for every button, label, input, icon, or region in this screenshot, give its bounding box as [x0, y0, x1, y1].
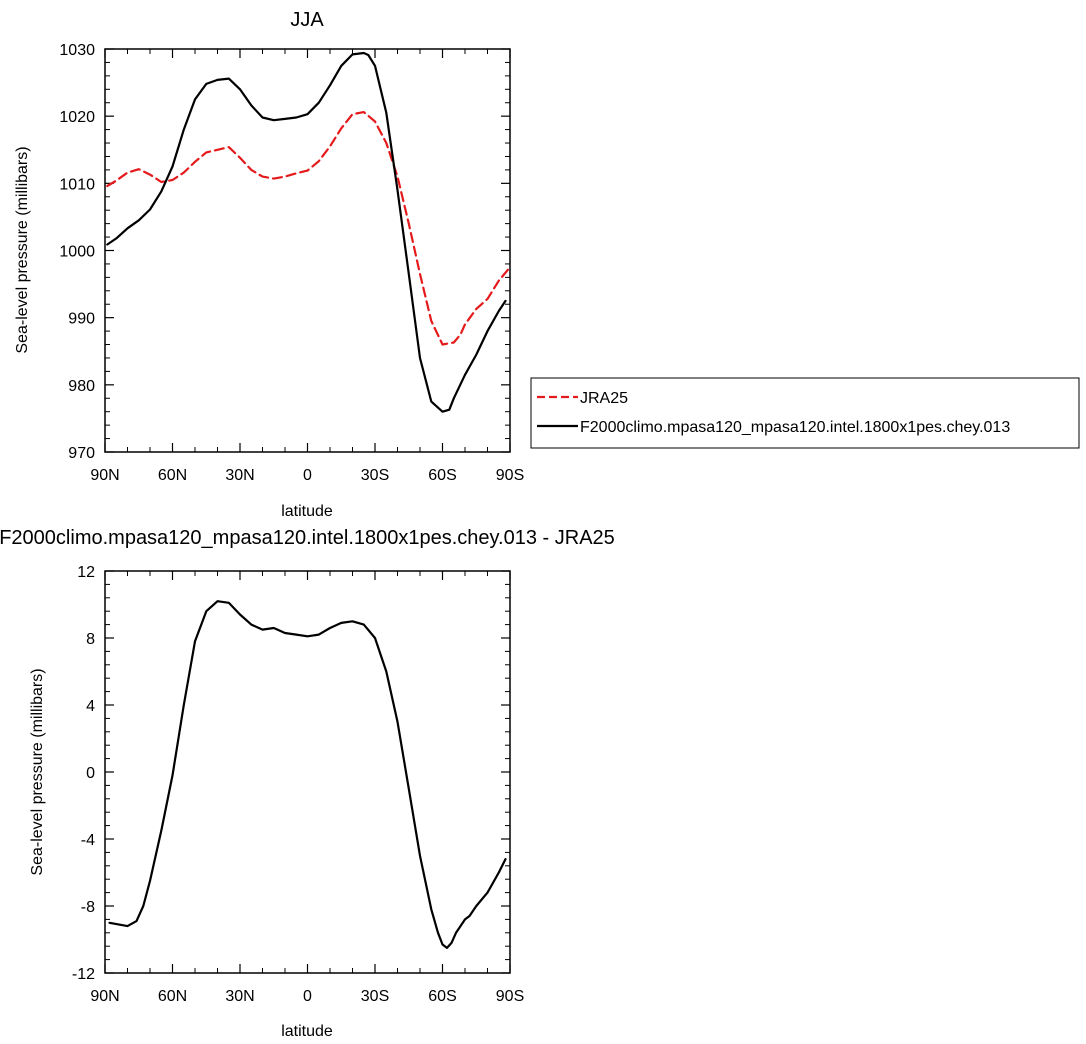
chart-bottom-xtick-label-30n: 30N — [225, 988, 254, 1005]
chart-bottom-xlabel: latitude — [281, 1023, 333, 1040]
chart-bottom-tick-labels: 90N 60N 30N 0 30S 60S 90S 12 8 4 0 -4 -8 -12 — [72, 564, 524, 1005]
chart-top: JJA 90N 60N 30N 0 30S 60S 90S10301020101010009… — [14, 9, 1080, 520]
chart-bottom-series-line-difference — [108, 600, 507, 950]
chart-bottom-ytick-label-4: -4 — [81, 832, 95, 849]
chart-top-xtick-label-30n: 30N — [225, 467, 254, 484]
legend: JRA25 F2000climo.mpasa120_mpasa120.intel… — [530, 377, 1080, 449]
chart-top-tick-labels: 90N 60N 30N 0 30S 60S 90S 1030 1020 1010 1000 990 98… — [59, 42, 524, 484]
chart-top-ytick-label-1020: 1020 — [59, 109, 95, 126]
chart-top-xtick-label-60s: 60S — [428, 467, 456, 484]
chart-top-xtick-label-0: 0 — [303, 467, 312, 484]
chart-bottom-series — [108, 600, 507, 950]
legend-label-model: F2000climo.mpasa120_mpasa120.intel.1800x… — [580, 419, 1010, 436]
chart-top-plot-frame — [104, 48, 511, 453]
chart-bottom-ytick-label-8: 8 — [86, 631, 95, 648]
chart-bottom-ytick-label-0: 0 — [86, 765, 95, 782]
chart-bottom-ticks — [104, 570, 511, 974]
chart-top-series — [106, 51, 512, 413]
chart-top-ylabel: Sea-level pressure (millibars) — [14, 146, 31, 353]
chart-bottom-xtick-label-90s: 90S — [496, 988, 524, 1005]
chart-bottom-xtick-label-60n: 60N — [158, 988, 187, 1005]
chart-top-xtick-label-30s: 30S — [361, 467, 389, 484]
chart-top-series-line-f2000climo-mpasa120-mpas — [106, 51, 507, 413]
chart-top-xtick-label-60n: 60N — [158, 467, 187, 484]
chart-bottom-ylabel: Sea-level pressure (millibars) — [29, 668, 46, 875]
chart-bottom-xtick-label-0: 0 — [303, 988, 312, 1005]
chart-bottom-ytick-label-12: -12 — [72, 966, 95, 983]
chart-top-xtick-label-90n: 90N — [90, 467, 119, 484]
chart-bottom-xtick-label-30s: 30S — [361, 988, 389, 1005]
chart-top-ytick-label-990: 990 — [68, 311, 95, 328]
chart-top-xtick-label-90s: 90S — [496, 467, 524, 484]
chart-bottom: F2000climo.mpasa120_mpasa120.intel.1800x… — [0, 527, 615, 1040]
chart-bottom-xtick-label-90n: 90N — [90, 988, 119, 1005]
chart-top-ytick-label-980: 980 — [68, 378, 95, 395]
chart-top-title: JJA — [290, 9, 324, 31]
chart-top-ticks — [104, 48, 511, 453]
chart-top-series-line-jra25 — [106, 110, 512, 346]
chart-top-ytick-label-1030: 1030 — [59, 42, 95, 59]
chart-top-ytick-label-1000: 1000 — [59, 244, 95, 261]
chart-bottom-ytick-label-4: 4 — [86, 698, 95, 715]
chart-top-xlabel: latitude — [281, 503, 333, 520]
legend-label-jra25: JRA25 — [580, 390, 628, 407]
chart-top-ytick-label-1010: 1010 — [59, 176, 95, 193]
chart-bottom-ytick-label-8: -8 — [81, 899, 95, 916]
chart-bottom-plot-frame — [104, 570, 511, 974]
chart-top-ytick-label-970: 970 — [68, 445, 95, 462]
legend-box — [530, 377, 1080, 449]
chart-bottom-ytick-label-12: 12 — [77, 564, 95, 581]
chart-bottom-title: F2000climo.mpasa120_mpasa120.intel.1800x… — [0, 527, 615, 549]
chart-bottom-xtick-label-60s: 60S — [428, 988, 456, 1005]
